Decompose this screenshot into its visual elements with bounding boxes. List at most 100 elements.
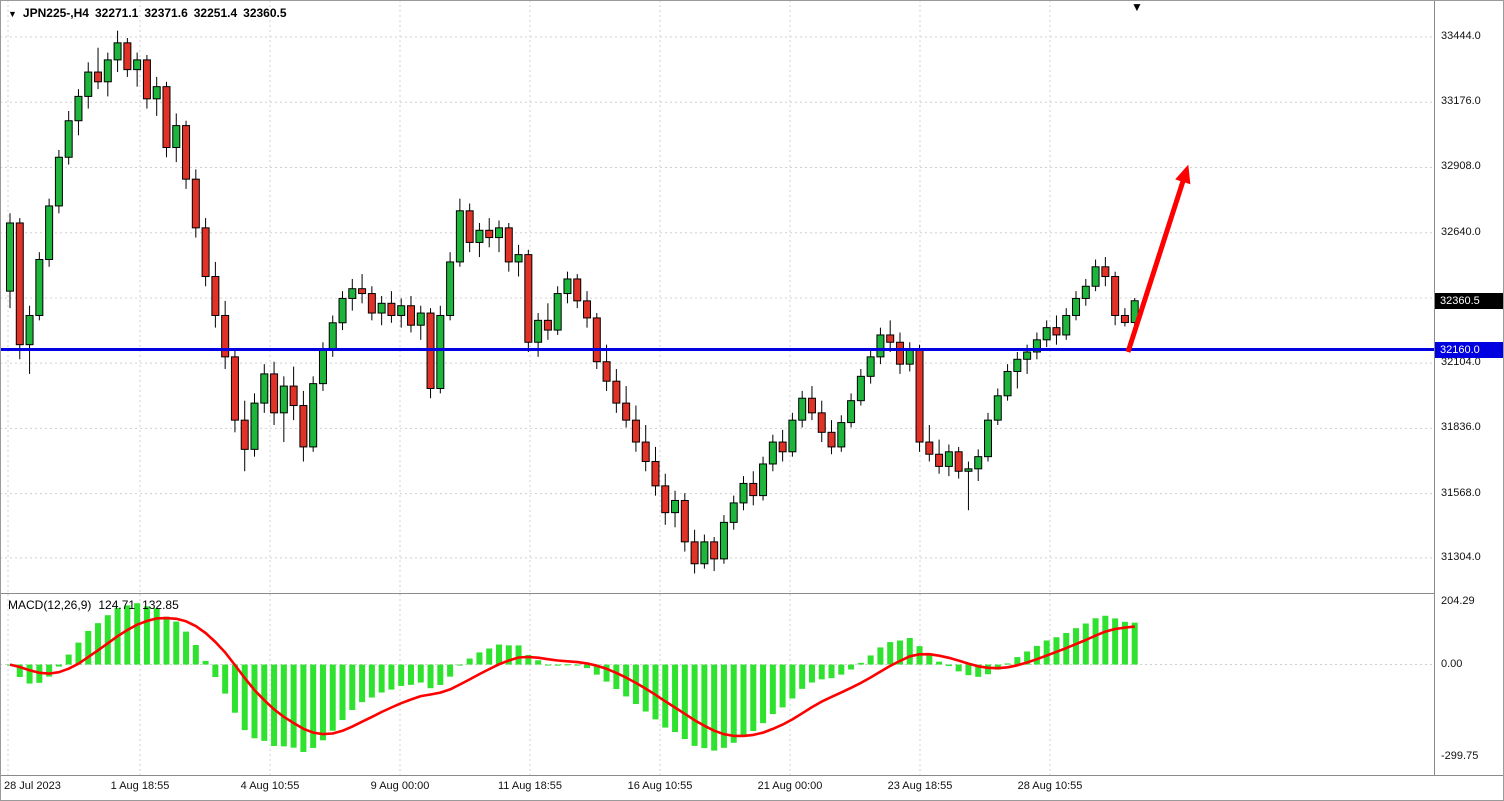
time-axis-separator [0, 775, 1504, 776]
candle [886, 320, 895, 352]
candle [152, 76, 161, 116]
time-axis-label: 21 Aug 00:00 [757, 780, 823, 792]
candle [524, 249, 533, 352]
candle [455, 198, 464, 267]
macd-histogram-bar [828, 664, 835, 679]
time-axis-label: 23 Aug 18:55 [887, 780, 953, 792]
candle [133, 52, 142, 87]
macd-histogram-bar [887, 642, 894, 665]
macd-histogram-bar [378, 664, 385, 693]
macd-histogram-bar [329, 664, 336, 731]
candle [45, 198, 54, 267]
panel-separator[interactable] [0, 593, 1434, 594]
macd-histogram-bar [261, 664, 268, 741]
chart-shift-marker-icon[interactable]: ▼ [1131, 0, 1143, 14]
candle [856, 369, 865, 406]
price-tick-label: 32104.0 [1441, 356, 1481, 369]
macd-tick-label: 0.00 [1441, 657, 1463, 670]
ohlc-low: 32251.4 [193, 6, 238, 20]
macd-histogram-bar [515, 645, 522, 665]
time-axis-label: 28 Jul 2023 [4, 780, 61, 792]
candle [406, 296, 415, 333]
candle [583, 291, 592, 328]
candle [631, 405, 640, 452]
price-tick-label: 32908.0 [1441, 160, 1481, 173]
macd-indicator-panel[interactable] [0, 594, 1434, 775]
macd-histogram-bar [720, 664, 727, 748]
candle [162, 81, 171, 158]
candle [563, 271, 572, 304]
macd-histogram-bar [1004, 663, 1011, 665]
candle [1062, 308, 1071, 340]
macd-histogram-bar [476, 652, 483, 665]
ohlc-close: 32360.5 [243, 6, 287, 20]
macd-histogram-bar [192, 645, 199, 665]
time-axis-label: 4 Aug 10:55 [240, 780, 300, 792]
trend-arrow-shaft[interactable] [1125, 177, 1187, 353]
macd-histogram-bar [163, 616, 170, 665]
candle [94, 47, 103, 90]
macd-histogram-bar [936, 661, 943, 665]
candle [270, 361, 279, 426]
candle [935, 439, 944, 474]
macd-histogram-bar [730, 664, 737, 743]
macd-histogram-bar [271, 664, 278, 746]
macd-histogram-bar [877, 647, 884, 665]
macd-indicator-label: MACD(12,26,9) 124.71 132.85 [8, 598, 186, 612]
candle [729, 495, 738, 530]
candle [221, 300, 230, 370]
symbol-timeframe: JPN225-,H4 [22, 6, 89, 20]
candlestick-chart[interactable] [0, 0, 1434, 593]
macd-histogram-bar [95, 623, 102, 665]
candle [387, 291, 396, 323]
macd-histogram-bar [857, 662, 864, 665]
macd-histogram-bar [554, 664, 561, 666]
macd-histogram-bar [134, 603, 141, 665]
macd-histogram-bar [818, 664, 825, 680]
macd-histogram-bar [613, 664, 620, 690]
macd-histogram-bar [368, 664, 375, 698]
macd-histogram-bar [486, 648, 493, 665]
trend-arrow-head[interactable] [1175, 164, 1191, 185]
macd-histogram-bar [212, 664, 219, 678]
macd-histogram-bar [359, 664, 366, 703]
macd-histogram-bar [417, 664, 424, 683]
macd-histogram-bar [143, 606, 150, 665]
candle [367, 286, 376, 321]
candle [123, 37, 132, 77]
macd-tick-label: -299.75 [1441, 749, 1479, 762]
macd-histogram-bar [124, 605, 131, 665]
macd-histogram-bar [1043, 640, 1050, 665]
candle [661, 473, 670, 525]
candle [172, 113, 181, 163]
candle [710, 536, 719, 572]
candle [15, 218, 24, 360]
candle [1101, 257, 1110, 287]
candle [504, 222, 513, 272]
macd-histogram-bar [779, 664, 786, 708]
macd-histogram-bar [407, 664, 414, 685]
candle [993, 388, 1002, 426]
candle [397, 298, 406, 328]
macd-histogram-bar [564, 664, 571, 666]
candle [485, 218, 494, 248]
candle [915, 344, 924, 452]
macd-histogram-bar [985, 664, 991, 675]
candle [426, 308, 435, 399]
candle [612, 369, 621, 413]
macd-histogram-bar [975, 664, 982, 677]
macd-histogram-bar [681, 664, 688, 740]
macd-histogram-bar [65, 654, 72, 665]
macd-histogram-bar [652, 664, 659, 720]
macd-histogram-bar [319, 664, 326, 741]
macd-histogram-bar [769, 664, 776, 715]
macd-histogram-bar [525, 654, 532, 665]
macd-histogram-bar [750, 664, 757, 731]
macd-histogram-bar [290, 664, 297, 748]
macd-histogram-bar [496, 644, 502, 665]
macd-histogram-bar [1131, 622, 1138, 665]
candle [279, 376, 288, 443]
macd-histogram-bar [1073, 628, 1080, 665]
chart-header: ▼ JPN225-,H4 32271.1 32371.6 32251.4 32360.5 [8, 6, 293, 20]
macd-histogram-bar [75, 642, 82, 665]
